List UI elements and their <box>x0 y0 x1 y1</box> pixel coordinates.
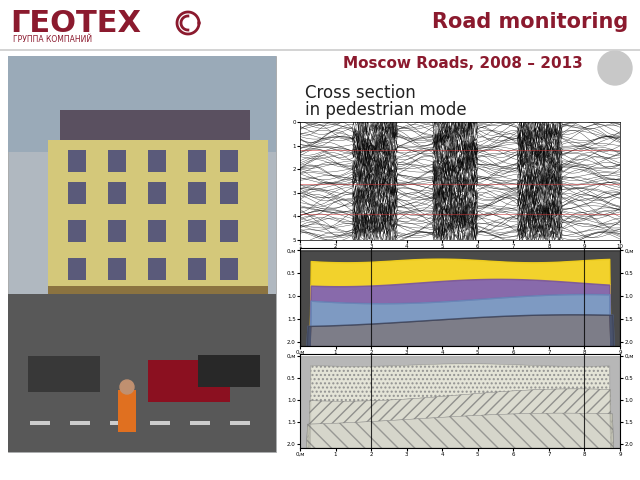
Text: Road monitoring: Road monitoring <box>432 12 628 32</box>
Bar <box>148 258 166 280</box>
Bar <box>188 258 206 280</box>
Bar <box>70 421 90 425</box>
Bar <box>68 220 86 242</box>
Circle shape <box>120 380 134 394</box>
Bar <box>28 356 100 392</box>
Bar <box>198 355 260 387</box>
Text: ГЕОТЕХ: ГЕОТЕХ <box>10 10 141 38</box>
Bar <box>220 182 238 204</box>
Circle shape <box>598 51 632 85</box>
Bar <box>30 421 50 425</box>
Bar <box>68 150 86 172</box>
Bar <box>8 294 276 452</box>
Bar <box>108 258 126 280</box>
Bar <box>68 258 86 280</box>
Bar <box>48 286 268 302</box>
Bar <box>110 421 130 425</box>
Bar <box>190 421 210 425</box>
Bar <box>108 150 126 172</box>
Bar <box>8 56 276 452</box>
Bar <box>230 421 250 425</box>
Bar <box>220 220 238 242</box>
Bar <box>148 360 230 402</box>
Bar <box>60 110 250 140</box>
Text: Cross section: Cross section <box>305 84 416 102</box>
Bar <box>148 220 166 242</box>
Text: in pedestrian mode: in pedestrian mode <box>305 101 467 119</box>
Bar <box>220 150 238 172</box>
Text: ГРУППА КОМПАНИЙ: ГРУППА КОМПАНИЙ <box>13 36 92 45</box>
Bar <box>8 56 276 152</box>
Bar <box>118 390 136 432</box>
Bar <box>150 421 170 425</box>
Bar <box>108 182 126 204</box>
Bar <box>0 0 640 50</box>
Bar <box>188 182 206 204</box>
Bar <box>220 258 238 280</box>
Text: Ска.2: Ска.2 <box>449 233 471 242</box>
Bar <box>188 220 206 242</box>
Bar <box>148 150 166 172</box>
Text: Ска.2: Ска.2 <box>449 339 471 348</box>
Bar <box>48 140 268 288</box>
Bar <box>68 182 86 204</box>
Bar <box>148 182 166 204</box>
Bar <box>108 220 126 242</box>
Bar <box>188 150 206 172</box>
Text: Moscow Roads, 2008 – 2013: Moscow Roads, 2008 – 2013 <box>342 57 582 72</box>
